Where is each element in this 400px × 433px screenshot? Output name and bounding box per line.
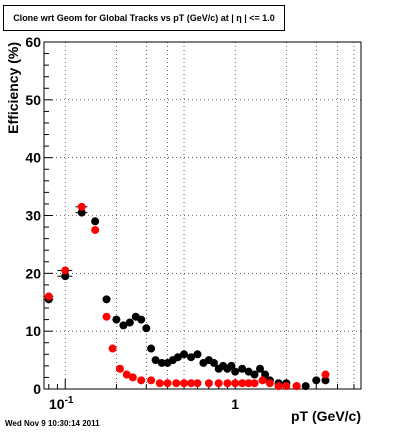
- data-point: [231, 367, 240, 376]
- data-point: [238, 379, 247, 388]
- data-point: [142, 324, 151, 333]
- data-point: [44, 292, 53, 301]
- data-point: [91, 225, 100, 234]
- series-layer: [44, 202, 330, 391]
- data-point: [128, 373, 137, 382]
- data-point: [119, 321, 128, 330]
- data-point: [321, 370, 330, 379]
- y-tick-label: 10: [25, 323, 41, 339]
- data-point: [173, 353, 182, 362]
- data-point: [209, 358, 218, 367]
- y-axis-label: Efficiency (%): [5, 42, 21, 134]
- data-point: [180, 350, 189, 359]
- data-point: [187, 353, 196, 362]
- data-point: [108, 344, 117, 353]
- data-point: [258, 376, 267, 385]
- y-tick-label: 50: [25, 92, 41, 108]
- data-point: [137, 315, 146, 324]
- data-point: [77, 202, 86, 211]
- title-box: Clone wrt Geom for Global Tracks vs pT (…: [3, 5, 285, 31]
- data-point: [61, 272, 70, 281]
- plot-frame: [43, 41, 362, 390]
- data-point: [250, 370, 259, 379]
- data-point: [292, 382, 301, 391]
- data-point: [147, 376, 156, 385]
- data-point: [157, 358, 166, 367]
- data-point: [282, 382, 291, 391]
- data-point: [91, 217, 100, 226]
- data-point: [61, 266, 70, 275]
- grid-lines: [44, 42, 361, 389]
- data-point: [147, 344, 156, 353]
- data-point: [155, 379, 164, 388]
- timestamp: Wed Nov 9 10:30:14 2011: [5, 419, 100, 428]
- x-axis-label: pT (GeV/c): [291, 408, 361, 424]
- data-point: [172, 379, 181, 388]
- data-point: [180, 379, 189, 388]
- y-tick-label: 60: [25, 34, 41, 50]
- data-point: [125, 318, 134, 327]
- data-point: [112, 315, 121, 324]
- data-point: [244, 379, 253, 388]
- y-tick-label: 0: [33, 381, 41, 397]
- data-point: [193, 350, 202, 359]
- data-point: [102, 295, 111, 304]
- data-point: [204, 379, 213, 388]
- data-point: [231, 379, 240, 388]
- x-tick-label: 1: [231, 396, 239, 412]
- data-point: [301, 382, 310, 391]
- data-point: [227, 361, 236, 370]
- y-tick-label: 30: [25, 208, 41, 224]
- data-point: [244, 367, 253, 376]
- chart-title: Clone wrt Geom for Global Tracks vs pT (…: [13, 13, 275, 23]
- data-point: [151, 356, 160, 365]
- data-point: [265, 379, 274, 388]
- data-point: [312, 376, 321, 385]
- y-tick-label: 40: [25, 150, 41, 166]
- data-point: [214, 379, 223, 388]
- data-point: [238, 364, 247, 373]
- data-point: [223, 379, 232, 388]
- data-point: [115, 364, 124, 373]
- data-point: [122, 370, 131, 379]
- y-axis: 0 10 20 30 40 50 60: [25, 34, 53, 397]
- data-point: [250, 379, 259, 388]
- data-point: [193, 379, 202, 388]
- y-tick-label: 20: [25, 265, 41, 281]
- data-point: [137, 376, 146, 385]
- data-point: [321, 376, 330, 385]
- data-point: [256, 364, 265, 373]
- data-point: [274, 382, 283, 391]
- x-tick-label: 10-1: [49, 395, 74, 412]
- series-0: [44, 208, 330, 391]
- data-point: [102, 312, 111, 321]
- data-point: [187, 379, 196, 388]
- data-point: [77, 208, 86, 217]
- data-point: [163, 379, 172, 388]
- series-1: [44, 202, 330, 391]
